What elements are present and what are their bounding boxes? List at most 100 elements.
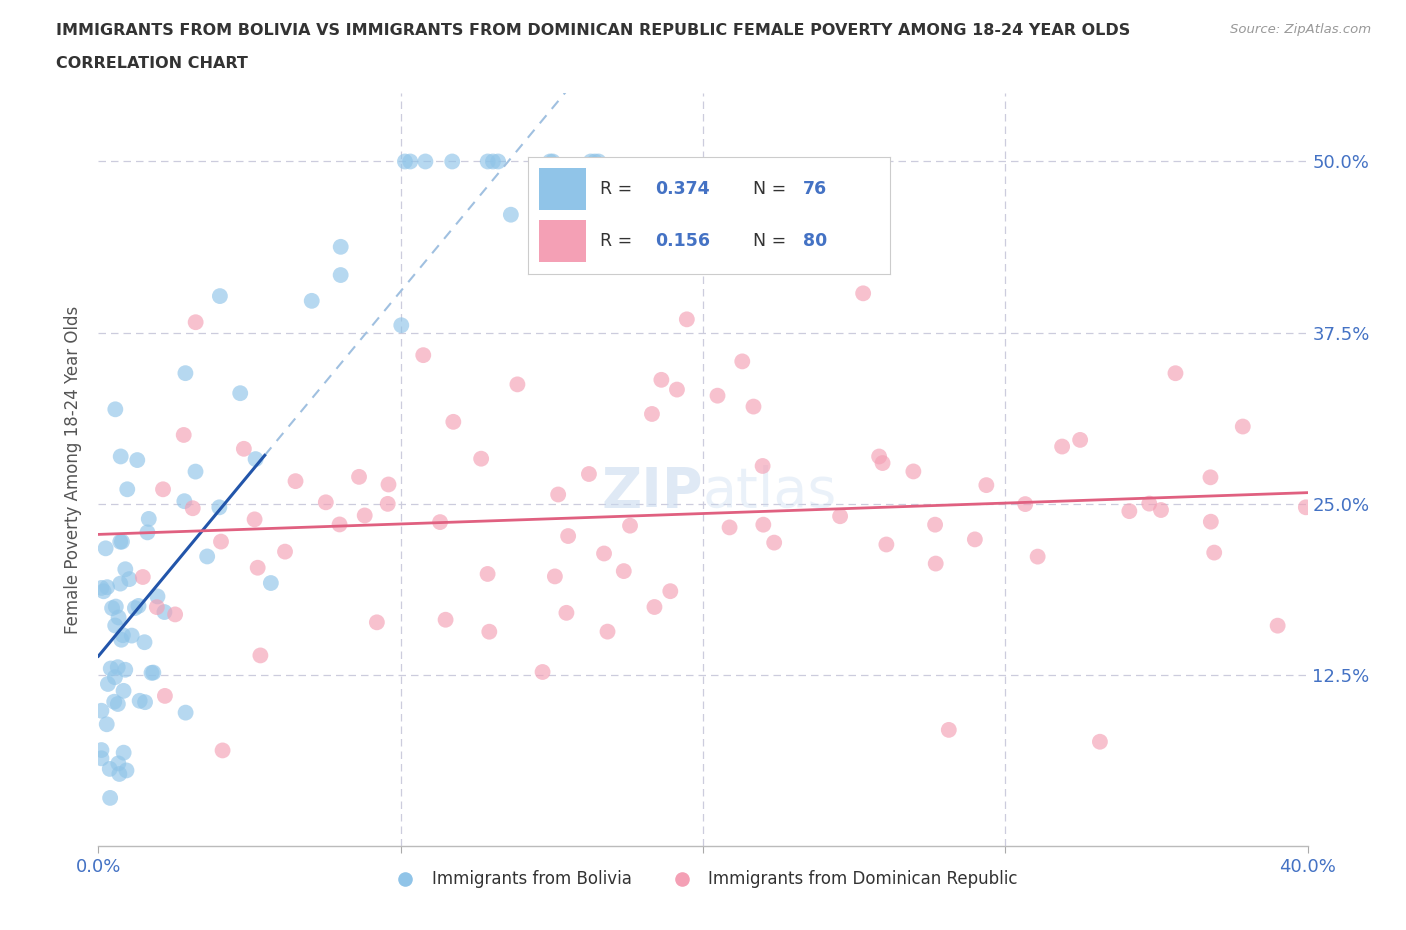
Point [114, 662, 136, 677]
Legend: Immigrants from Bolivia, Immigrants from Dominican Republic: Immigrants from Bolivia, Immigrants from… [381, 863, 1025, 895]
Point [107, 610, 129, 625]
Point [195, 549, 218, 564]
Point [650, 372, 672, 387]
Point [134, 635, 156, 650]
Point [641, 406, 664, 421]
Point [347, 470, 370, 485]
Point [434, 612, 457, 627]
Point [499, 207, 522, 222]
Text: atlas: atlas [703, 465, 838, 519]
Point [441, 415, 464, 430]
Point [301, 293, 323, 308]
Point [659, 584, 682, 599]
Point [751, 458, 773, 473]
Point [541, 154, 564, 169]
Point [1088, 735, 1111, 750]
Point [104, 599, 127, 614]
Point [90, 751, 112, 765]
Point [284, 473, 307, 488]
Point [165, 607, 187, 622]
Point [588, 154, 610, 169]
Point [579, 154, 602, 169]
Point [229, 386, 252, 401]
Point [112, 745, 135, 760]
Point [415, 154, 437, 169]
Point [477, 566, 499, 581]
Point [506, 377, 529, 392]
Point [90, 703, 112, 718]
Point [243, 512, 266, 526]
Point [377, 477, 399, 492]
Point [478, 624, 501, 639]
Point [184, 464, 207, 479]
Point [394, 154, 416, 169]
Point [366, 615, 388, 630]
Point [1026, 550, 1049, 565]
Point [108, 766, 131, 781]
Point [173, 428, 195, 443]
Point [117, 482, 139, 497]
Point [208, 500, 231, 515]
Point [118, 572, 141, 587]
Point [232, 442, 254, 457]
Point [141, 665, 163, 680]
Point [104, 670, 127, 684]
Point [593, 546, 616, 561]
Point [470, 451, 492, 466]
Point [429, 514, 451, 529]
Point [181, 500, 204, 515]
Point [208, 288, 231, 303]
Point [477, 154, 499, 169]
Point [938, 723, 960, 737]
Point [110, 535, 132, 550]
Point [531, 665, 554, 680]
Point [963, 532, 986, 547]
Point [136, 525, 159, 539]
Point [112, 684, 135, 698]
Point [613, 564, 636, 578]
Point [706, 388, 728, 403]
Point [557, 528, 579, 543]
Point [90, 580, 112, 595]
Point [924, 517, 946, 532]
Point [274, 544, 297, 559]
Point [399, 154, 422, 169]
Point [100, 661, 122, 676]
Point [742, 399, 765, 414]
Point [249, 648, 271, 663]
Point [260, 576, 283, 591]
Point [152, 482, 174, 497]
Point [665, 382, 688, 397]
Point [97, 676, 120, 691]
Point [110, 577, 132, 591]
Point [246, 560, 269, 575]
Point [103, 695, 125, 710]
Point [94, 541, 117, 556]
Point [128, 694, 150, 709]
Point [107, 659, 129, 674]
Point [104, 402, 127, 417]
Point [412, 348, 434, 363]
Point [1014, 497, 1036, 512]
Point [872, 456, 894, 471]
Text: IMMIGRANTS FROM BOLIVIA VS IMMIGRANTS FROM DOMINICAN REPUBLIC FEMALE POVERTY AMO: IMMIGRANTS FROM BOLIVIA VS IMMIGRANTS FR… [56, 23, 1130, 38]
Point [583, 154, 606, 169]
Point [101, 601, 124, 616]
Point [111, 628, 134, 643]
Point [538, 154, 561, 169]
Point [90, 743, 112, 758]
Point [153, 688, 176, 703]
Point [377, 497, 399, 512]
Point [146, 589, 169, 604]
Point [128, 599, 150, 614]
Point [555, 605, 578, 620]
Point [111, 534, 134, 549]
Point [578, 467, 600, 482]
Text: CORRELATION CHART: CORRELATION CHART [56, 56, 247, 71]
Point [329, 239, 352, 254]
Point [1232, 419, 1254, 434]
Point [676, 312, 699, 326]
Point [976, 478, 998, 493]
Point [619, 518, 641, 533]
Point [830, 509, 852, 524]
